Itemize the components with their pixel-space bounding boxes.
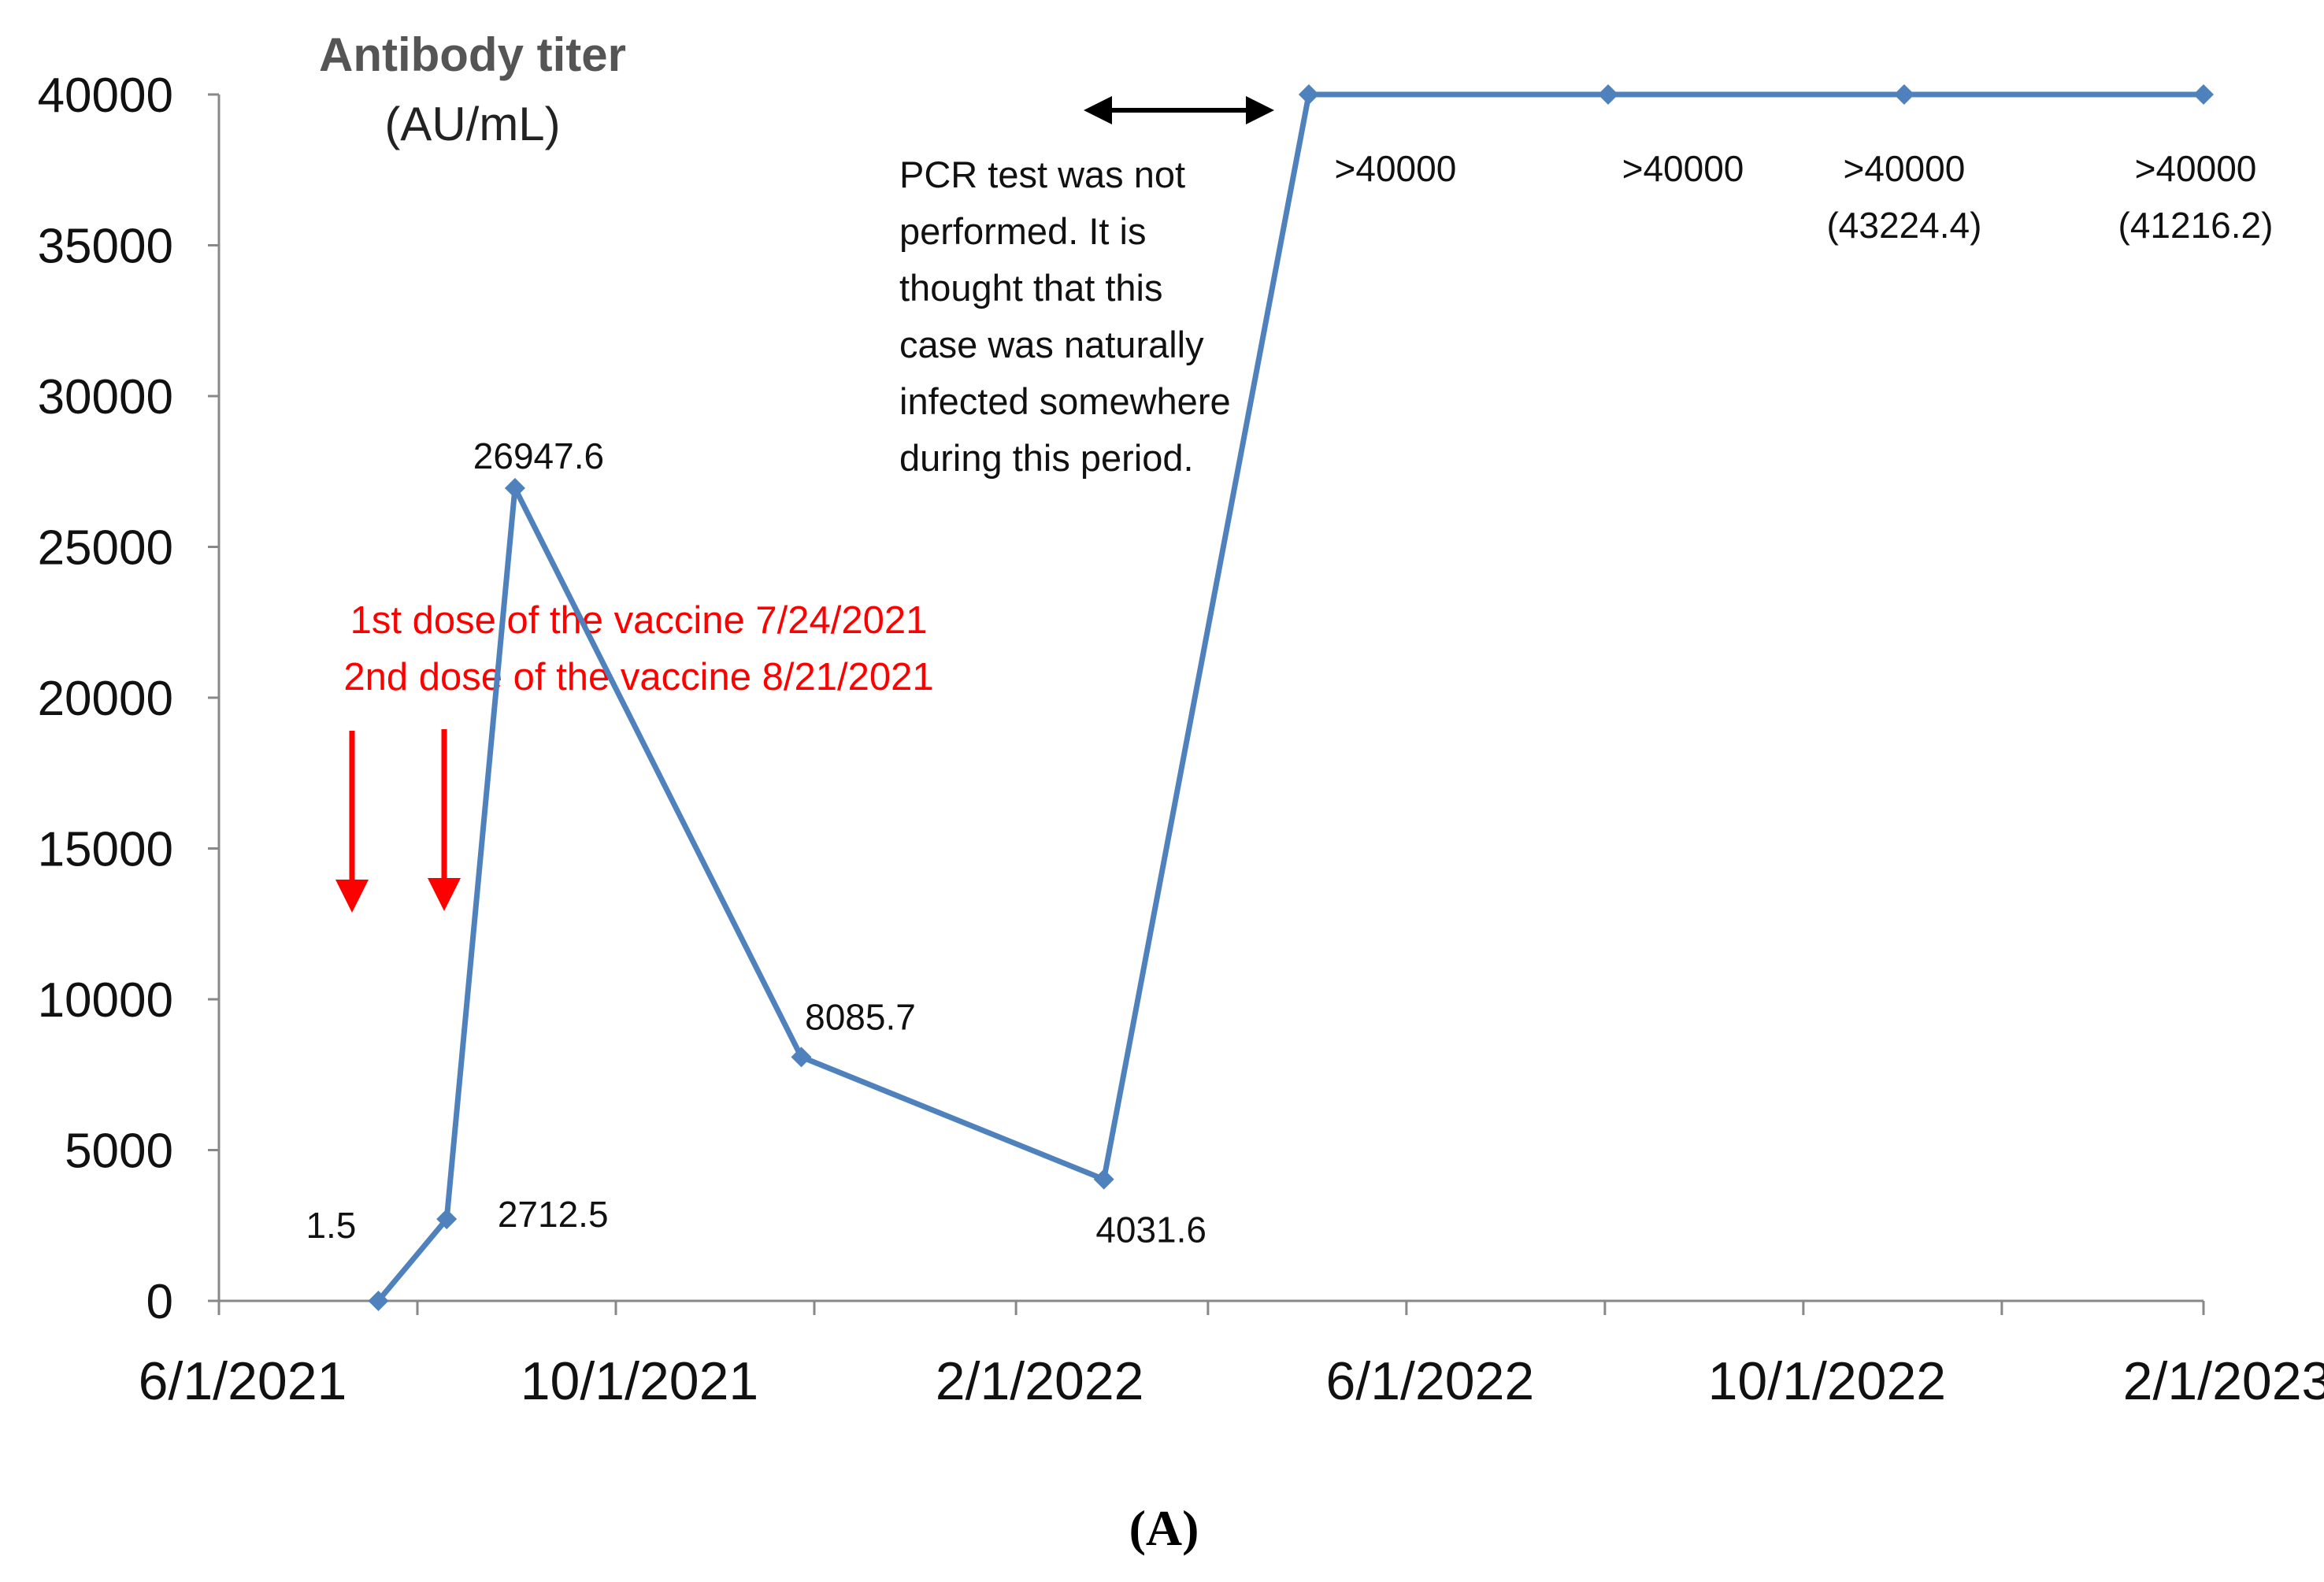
pcr-note-line-4: case was naturally <box>899 324 1204 365</box>
data-point <box>504 477 525 498</box>
x-tick-label: 6/1/2021 <box>139 1351 347 1411</box>
pcr-note-line-5: infected somewhere <box>899 380 1231 422</box>
data-label-exact-value: (41216.2) <box>2118 205 2274 246</box>
data-point <box>1298 84 1319 105</box>
y-tick-label: 25000 <box>38 521 173 576</box>
data-label: 2712.5 <box>498 1194 609 1235</box>
data-label: >40000 <box>2135 148 2257 189</box>
data-point <box>368 1290 389 1311</box>
y-axis-unit: (AU/mL) <box>384 98 560 150</box>
data-point <box>436 1209 458 1230</box>
pcr-annotation: PCR test was not performed. It is though… <box>899 96 1274 479</box>
x-tick-label: 10/1/2021 <box>521 1351 759 1411</box>
series-antibody-titer <box>368 84 2214 1311</box>
pcr-note-line-6: during this period. <box>899 437 1194 479</box>
x-axis: 6/1/2021 10/1/2021 2/1/2022 6/1/2022 10/1/20… <box>139 1299 2324 1411</box>
x-tick-label: 2/1/2022 <box>936 1351 1144 1411</box>
y-tick-label: 40000 <box>38 69 173 123</box>
data-label-exact-value: (43224.4) <box>1826 205 1981 246</box>
x-tick-label: 10/1/2022 <box>1708 1351 1947 1411</box>
data-label: 26947.6 <box>473 435 604 476</box>
y-tick-label: 5000 <box>65 1124 173 1179</box>
data-label: 8085.7 <box>805 996 916 1037</box>
pcr-note-line-2: performed. It is <box>899 210 1146 252</box>
data-point <box>791 1047 812 1068</box>
y-axis: 0 5000 10000 15000 20000 25000 30000 35000 40000 <box>38 69 221 1329</box>
data-point <box>1893 84 1914 105</box>
data-labels: 1.5 2712.5 26947.6 8085.7 4031.6 >40000 >40000… <box>306 148 2273 1250</box>
y-tick-label: 30000 <box>38 370 173 424</box>
y-axis-title: Antibody titer <box>319 28 626 81</box>
pcr-note-line-3: thought that this <box>899 267 1162 309</box>
x-tick-label: 6/1/2022 <box>1326 1351 1535 1411</box>
pcr-note-line-1: PCR test was not <box>899 154 1185 195</box>
data-label: >40000 <box>1622 148 1744 189</box>
vaccine-annotation: 1st dose of the vaccine 7/24/2021 2nd do… <box>335 599 934 913</box>
data-label: 4031.6 <box>1095 1210 1206 1250</box>
y-tick-label: 15000 <box>38 823 173 877</box>
data-point <box>2193 84 2214 105</box>
data-point <box>1598 84 1618 105</box>
data-label: >40000 <box>1844 148 1966 189</box>
vaccine-dose-2-text: 2nd dose of the vaccine 8/21/2021 <box>343 656 933 698</box>
panel-label: (A) <box>1129 1500 1199 1556</box>
data-point <box>1093 1169 1114 1190</box>
data-label: >40000 <box>1335 148 1457 189</box>
y-tick-label: 10000 <box>38 973 173 1028</box>
y-tick-label: 0 <box>146 1275 173 1329</box>
data-label: 1.5 <box>306 1205 356 1246</box>
x-tick-label: 2/1/2023 <box>2123 1351 2324 1411</box>
vaccine-dose-1-text: 1st dose of the vaccine 7/24/2021 <box>350 599 928 642</box>
y-tick-label: 20000 <box>38 672 173 726</box>
y-tick-label: 35000 <box>38 220 173 274</box>
